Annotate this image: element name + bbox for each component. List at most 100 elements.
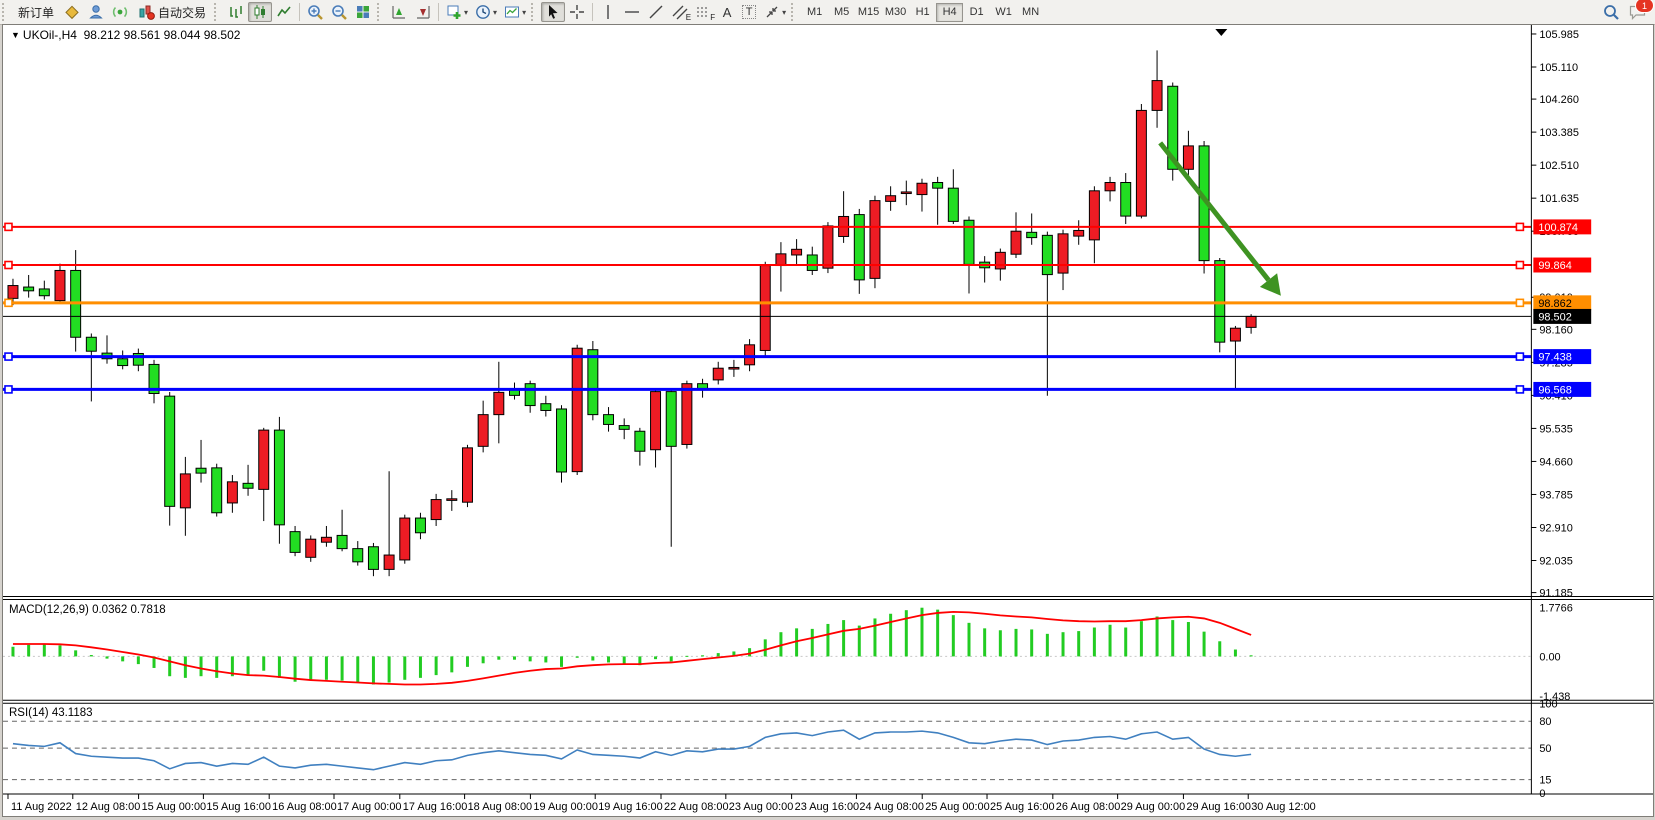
timeframe-button-mn[interactable]: MN — [1022, 6, 1040, 18]
time-tick-label: 17 Aug 00:00 — [337, 801, 402, 813]
toolbar-grip[interactable] — [214, 3, 222, 21]
candle — [1026, 231, 1038, 239]
candle — [587, 349, 599, 416]
macd-histogram-bar — [873, 618, 877, 657]
chart-bars-button[interactable] — [224, 2, 248, 22]
chart-window[interactable]: 105.985 105.110 104.260 103.385 102.510 101.6… — [2, 24, 1654, 817]
show-trade-levels-button[interactable] — [387, 2, 411, 22]
price-tick-label: 91.185 — [1539, 588, 1573, 600]
candle — [1088, 190, 1100, 241]
candle — [132, 352, 144, 366]
macd-histogram-bar — [387, 656, 391, 683]
chevron-down-icon: ▾ — [522, 7, 527, 17]
macd-histogram-bar — [842, 620, 846, 657]
horizontal-levels[interactable] — [3, 222, 1532, 394]
rsi-pane[interactable] — [3, 720, 1532, 781]
candle — [650, 391, 662, 451]
period-button[interactable]: ▾ — [471, 2, 500, 22]
time-tick-label: 23 Aug 00:00 — [729, 801, 794, 813]
price-axis[interactable]: 105.985 105.110 104.260 103.385 102.510 101.6… — [1531, 29, 1592, 800]
macd-histogram-bar — [1155, 616, 1159, 657]
notifications-button[interactable]: 1 — [1628, 0, 1654, 21]
chart-canvas[interactable]: 105.985 105.110 104.260 103.385 102.510 101.6… — [3, 25, 1653, 816]
macd-histogram-bar — [262, 656, 266, 671]
line-handle — [1515, 385, 1525, 394]
macd-histogram-bar — [340, 656, 344, 681]
toolbar-grip[interactable] — [2, 3, 10, 21]
time-tick-label: 11 Aug 2022 — [11, 801, 72, 813]
candle — [258, 429, 270, 490]
timeframe-button-m15[interactable]: M15 — [857, 6, 880, 18]
search-icon[interactable] — [1602, 3, 1620, 21]
timeframe-button-w1[interactable]: W1 — [995, 6, 1012, 18]
timeframe-button-h4[interactable]: H4 — [936, 2, 964, 22]
macd-histogram-bar — [199, 656, 203, 677]
trendline-tool[interactable] — [644, 2, 668, 22]
time-tick-label: 29 Aug 00:00 — [1121, 801, 1186, 813]
text-tool[interactable]: A — [722, 4, 732, 20]
zoom-in-button[interactable] — [303, 2, 327, 22]
collapse-triangle-icon[interactable]: ▼ — [11, 30, 20, 40]
tile-windows-icon — [357, 6, 370, 18]
signals-icon[interactable] — [108, 2, 132, 22]
arrows-tool[interactable]: ▾ — [760, 2, 789, 22]
show-history-button[interactable] — [411, 2, 435, 22]
time-tick-label: 19 Aug 00:00 — [533, 801, 598, 813]
cursor-tool-button[interactable] — [541, 2, 566, 22]
price-tick-label: 103.385 — [1539, 127, 1579, 139]
rsi-axis-label: 80 — [1539, 716, 1551, 728]
timeframe-button-m1[interactable]: M1 — [806, 6, 823, 18]
templates-button[interactable]: ▾ — [500, 2, 529, 22]
time-axis[interactable]: 11 Aug 2022 12 Aug 08:00 15 Aug 00:00 15 Au… — [7, 794, 1316, 813]
macd-histogram-bar — [121, 656, 125, 662]
zoom-out-button[interactable] — [327, 2, 351, 22]
price-tick-label: 92.910 — [1539, 522, 1573, 534]
market-watch-icon[interactable] — [60, 2, 84, 22]
candle — [273, 429, 285, 526]
main-pane[interactable] — [7, 50, 1257, 577]
macd-histogram-bar — [74, 650, 78, 657]
toolbar-grip[interactable] — [791, 3, 799, 21]
candle — [1073, 229, 1085, 237]
candle — [1182, 145, 1194, 170]
tile-windows-button[interactable] — [351, 2, 375, 22]
candle — [430, 499, 442, 521]
line-handle — [4, 260, 13, 270]
new-order-button[interactable]: 新订单 — [18, 5, 55, 20]
timeframe-button-d1[interactable]: D1 — [969, 6, 984, 18]
horizontal-line-tool[interactable] — [620, 2, 644, 22]
vertical-line-tool[interactable] — [596, 2, 620, 22]
macd-histogram-bar — [748, 648, 752, 657]
chart-line-button[interactable] — [272, 2, 296, 22]
crosshair-tool-button[interactable] — [565, 2, 589, 22]
candle — [571, 347, 583, 473]
time-tick-label: 15 Aug 00:00 — [142, 801, 207, 813]
macd-histogram-bar — [1092, 627, 1096, 657]
candle — [1167, 85, 1179, 170]
timeframe-button-m5[interactable]: M5 — [833, 6, 850, 18]
candle — [85, 336, 97, 352]
accounts-icon[interactable] — [84, 2, 108, 22]
macd-histogram-bar — [403, 656, 407, 680]
new-chart-button[interactable]: ▾ — [442, 2, 471, 22]
channel-letter: E — [685, 13, 692, 22]
chart-candles-button[interactable] — [248, 2, 273, 22]
toolbar-grip[interactable] — [377, 3, 385, 21]
candle — [869, 200, 881, 279]
macd-pane[interactable] — [3, 607, 1532, 686]
price-level-badge-text: 98.502 — [1538, 311, 1572, 323]
autotrading-button[interactable]: 自动交易 — [132, 2, 212, 22]
macd-histogram-bar — [1186, 622, 1190, 657]
macd-indicator-label: MACD(12,26,9) 0.0362 0.7818 — [9, 604, 166, 616]
candle — [179, 473, 191, 509]
fibonacci-tool[interactable]: F — [692, 2, 716, 22]
toolbar-grip[interactable] — [531, 3, 539, 21]
timeframe-button-h1[interactable]: H1 — [915, 6, 930, 18]
macd-histogram-bar — [1061, 632, 1065, 657]
channel-tool[interactable]: E — [668, 2, 692, 22]
text-label-tool[interactable]: T — [738, 2, 760, 22]
trend-arrow[interactable] — [1158, 141, 1281, 296]
rsi-indicator-label: RSI(14) 43.1183 — [9, 707, 93, 719]
macd-histogram-bar — [168, 656, 172, 677]
timeframe-button-m30[interactable]: M30 — [884, 6, 907, 18]
